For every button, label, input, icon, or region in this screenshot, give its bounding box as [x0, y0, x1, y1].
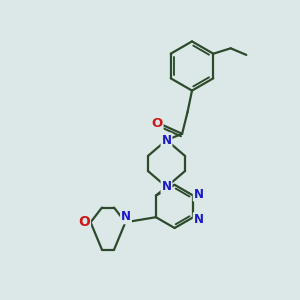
Text: N: N	[194, 188, 204, 201]
Text: O: O	[151, 117, 163, 130]
Text: N: N	[194, 213, 204, 226]
Text: N: N	[161, 180, 172, 194]
Text: O: O	[78, 215, 90, 229]
Text: N: N	[161, 134, 172, 147]
Text: N: N	[121, 210, 131, 224]
